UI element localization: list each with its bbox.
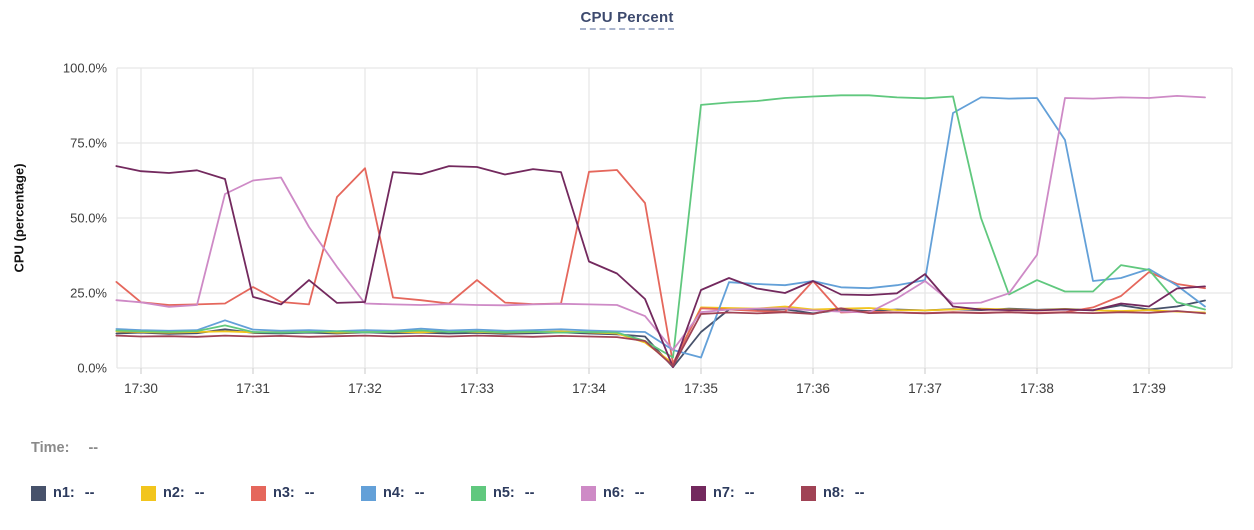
legend-swatch-n3 [251,485,266,501]
legend-value-n3: -- [304,485,315,501]
series-line-n4 [115,96,1206,359]
y-tick-label: 75.0% [70,136,107,151]
x-tick-label: 17:32 [348,381,382,396]
y-axis-title: CPU (percentage) [11,163,27,273]
series-lines [115,94,1206,369]
series-line-n7 [115,165,1206,369]
time-value: -- [88,440,99,456]
series-legend: n1: -- n2: -- n3: -- n4: -- n5: -- n6: -- n7: -- n8: -- [31,485,911,501]
legend-value-n7: -- [744,485,755,501]
y-tick-label: 25.0% [70,286,107,301]
axis-labels: 0.0% 25.0% 50.0% 75.0% 100.0% 17:30 17:31 17:32… [63,61,1166,397]
legend-value-n6: -- [634,485,645,501]
hover-time-row: Time: -- [31,440,98,456]
series-line-n8 [115,307,1206,367]
legend-item-n7[interactable]: n7: -- [691,485,801,501]
x-tick-label: 17:38 [1020,381,1054,396]
series-line-n5 [115,94,1206,359]
legend-item-n2[interactable]: n2: -- [141,485,251,501]
chart-title[interactable]: CPU Percent [580,9,674,30]
cpu-chart-canvas[interactable]: 0.0% 25.0% 50.0% 75.0% 100.0% 17:30 17:31 17:32… [0,0,1254,420]
legend-swatch-n6 [581,485,596,501]
legend-swatch-n1 [31,485,46,501]
legend-label-n3: n3: [273,485,295,501]
gridlines [116,67,1233,374]
x-tick-label: 17:30 [124,381,158,396]
legend-label-n8: n8: [823,485,845,501]
x-tick-label: 17:39 [1132,381,1166,396]
legend-value-n5: -- [524,485,535,501]
legend-label-n5: n5: [493,485,515,501]
x-tick-label: 17:31 [236,381,270,396]
legend-label-n4: n4: [383,485,405,501]
x-tick-label: 17:35 [684,381,718,396]
legend-swatch-n5 [471,485,486,501]
x-tick-label: 17:36 [796,381,830,396]
legend-item-n3[interactable]: n3: -- [251,485,361,501]
legend-label-n7: n7: [713,485,735,501]
y-tick-label: 100.0% [63,61,108,76]
legend-swatch-n2 [141,485,156,501]
legend-value-n1: -- [84,485,95,501]
legend-swatch-n8 [801,485,816,501]
legend-value-n2: -- [194,485,205,501]
legend-item-n1[interactable]: n1: -- [31,485,141,501]
y-tick-label: 50.0% [70,211,107,226]
legend-swatch-n4 [361,485,376,501]
y-tick-label: 0.0% [77,361,107,376]
x-tick-label: 17:34 [572,381,606,396]
legend-item-n5[interactable]: n5: -- [471,485,581,501]
legend-value-n4: -- [414,485,425,501]
x-tick-label: 17:37 [908,381,942,396]
legend-label-n2: n2: [163,485,185,501]
legend-label-n6: n6: [603,485,625,501]
chart-title-row: CPU Percent [0,9,1254,30]
legend-value-n8: -- [854,485,865,501]
legend-swatch-n7 [691,485,706,501]
legend-item-n4[interactable]: n4: -- [361,485,471,501]
x-tick-label: 17:33 [460,381,494,396]
legend-label-n1: n1: [53,485,75,501]
time-label: Time: [31,440,70,456]
legend-item-n8[interactable]: n8: -- [801,485,911,501]
legend-item-n6[interactable]: n6: -- [581,485,691,501]
